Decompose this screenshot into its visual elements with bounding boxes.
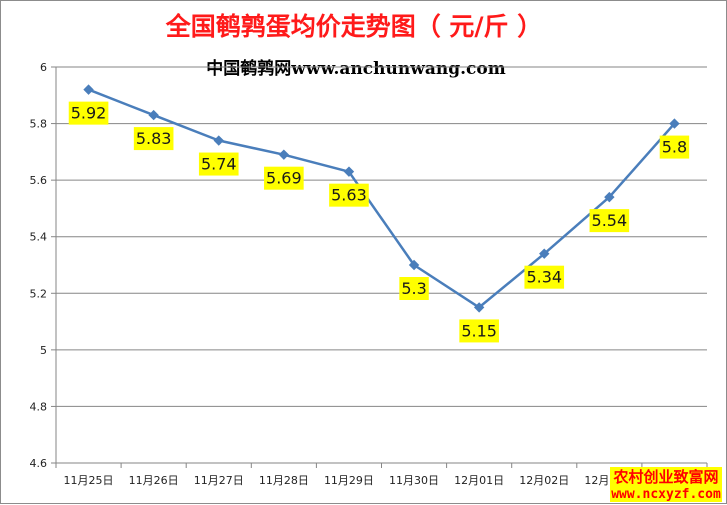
data-point-marker: [669, 118, 680, 129]
data-label: 5.83: [133, 127, 174, 151]
axes: [51, 66, 708, 468]
data-label-text: 5.92: [71, 104, 107, 123]
data-label: 5.8: [659, 135, 690, 159]
data-point-marker: [278, 149, 290, 160]
x-tick-label: 12月02日: [519, 474, 569, 487]
data-point-marker: [539, 248, 550, 259]
watermark-background: [610, 467, 722, 502]
chart-title: 全国鹌鹑蛋均价走势图（ 元/斤 ）: [165, 12, 543, 41]
data-label-text: 5.74: [201, 155, 237, 174]
data-label-text: 5.69: [266, 169, 302, 188]
data-label: 5.15: [459, 319, 499, 343]
y-tick-label: 6: [40, 61, 47, 74]
x-tick-label: 11月26日: [129, 474, 179, 487]
data-label-background: [659, 135, 690, 159]
data-label: 5.92: [68, 101, 109, 125]
y-tick-label: 5.8: [30, 118, 48, 131]
data-label-background: [459, 319, 499, 343]
data-label: 5.74: [198, 152, 239, 176]
data-label-text: 5.3: [401, 279, 426, 298]
y-tick-label: 4.6: [30, 457, 48, 470]
x-axis-ticks: 11月25日 11月26日 11月27日 11月28日 11月29日 11月30日 12月0…: [64, 474, 700, 487]
data-label-background: [133, 127, 174, 151]
y-tick-label: 5: [40, 344, 47, 357]
x-tick-label: 11月30日: [389, 474, 439, 487]
data-label: 5.3: [399, 277, 429, 300]
data-point-marker: [604, 191, 615, 203]
x-tick-label: 12月01日: [454, 474, 504, 487]
data-label-background: [264, 166, 304, 190]
data-point-marker: [343, 166, 355, 177]
x-tick-label: 11月25日: [64, 474, 114, 487]
series-line: [88, 88, 676, 309]
y-tick-label: 5.2: [30, 287, 48, 300]
x-tick-label: 11月29日: [324, 474, 374, 487]
data-label-text: 5.54: [592, 211, 628, 230]
data-label-text: 5.15: [461, 321, 497, 340]
data-label: 5.34: [524, 265, 565, 289]
y-tick-label: 5.6: [30, 174, 48, 187]
data-labels: 5.92 5.83 5.74 5.69 5.63 5.3 5.15 5.34 5.54 5.8: [68, 101, 690, 343]
y-axis-ticks: 4.6 4.8 5 5.2 5.4 5.6 5.8 6: [30, 61, 48, 470]
data-label-background: [399, 277, 429, 300]
data-label-text: 5.34: [526, 268, 562, 287]
data-label-text: 5.8: [662, 138, 687, 157]
data-point-marker: [408, 259, 420, 271]
y-tick-label: 4.8: [30, 400, 48, 413]
watermark-site-name: 农村创业致富网: [612, 468, 718, 486]
watermark-url: www.ncxyzf.com: [611, 487, 721, 502]
data-label-background: [329, 183, 369, 207]
gridlines: [56, 66, 707, 407]
data-label-background: [198, 152, 239, 176]
data-label-text: 5.83: [136, 129, 172, 148]
data-label: 5.63: [329, 183, 369, 207]
series-price: [83, 84, 680, 313]
data-label-background: [68, 101, 109, 125]
data-point-marker: [83, 84, 94, 95]
data-label-background: [589, 209, 630, 233]
data-point-marker: [473, 302, 485, 313]
data-label: 5.54: [589, 209, 630, 233]
data-label-text: 5.63: [331, 186, 367, 205]
chart-subtitle: 中国鹌鹑网www.anchunwang.com: [206, 58, 505, 79]
x-tick-label: 11月28日: [259, 474, 309, 487]
x-tick-label: 11月27日: [194, 474, 244, 487]
watermark: 农村创业致富网 www.ncxyzf.com: [610, 467, 722, 502]
data-label: 5.69: [264, 166, 304, 190]
data-point-marker: [213, 135, 224, 146]
data-label-background: [524, 265, 565, 289]
y-tick-label: 5.4: [30, 231, 48, 244]
data-point-marker: [148, 109, 159, 121]
